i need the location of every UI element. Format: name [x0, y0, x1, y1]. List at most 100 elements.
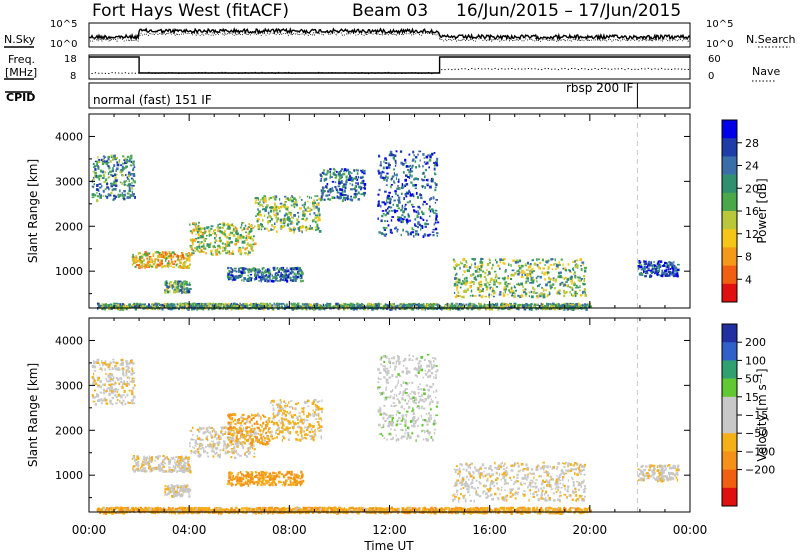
power-echo-cell — [166, 285, 168, 288]
power-echo-cell — [432, 231, 435, 233]
power-echo-cell — [677, 264, 680, 266]
power-echo-cell — [165, 258, 166, 260]
power-echo-cell — [415, 160, 417, 162]
power-echo-cell — [247, 242, 248, 245]
velocity-echo-cell — [131, 367, 133, 370]
power-echo-cell — [201, 228, 203, 230]
power-echo-cell — [436, 162, 438, 164]
power-echo-cell — [471, 264, 473, 267]
power-echo-cell — [343, 173, 346, 175]
power-echo-cell — [132, 185, 135, 187]
power-echo-cell — [481, 261, 484, 264]
velocity-echo-cell — [101, 402, 103, 404]
power-echo-cell — [493, 279, 496, 281]
power-echo-cell — [511, 287, 512, 290]
power-echo-cell — [458, 264, 461, 266]
velocity-echo-cell — [110, 402, 112, 405]
velocity-echo-cell — [97, 385, 100, 387]
power-echo-cell — [331, 176, 333, 178]
power-echo-cell — [581, 262, 584, 264]
power-echo-cell — [283, 222, 286, 224]
power-echo-cell — [240, 234, 242, 237]
power-echo-cell — [155, 303, 157, 305]
power-echo-cell — [165, 303, 167, 305]
power-echo-cell — [194, 250, 196, 252]
power-echo-cell — [309, 196, 310, 198]
power-echo-cell — [580, 265, 582, 267]
power-echo-cell — [353, 169, 355, 171]
power-echo-cell — [418, 303, 420, 305]
power-echo-cell — [306, 229, 307, 232]
power-echo-cell — [361, 186, 362, 189]
power-echo-cell — [415, 166, 417, 169]
velocity-echo-cell — [173, 465, 174, 468]
power-echo-cell — [378, 201, 380, 203]
power-echo-cell — [518, 283, 519, 285]
power-echo-cell — [558, 292, 560, 294]
power-echo-cell — [408, 213, 409, 215]
power-echo-cell — [435, 199, 438, 201]
power-echo-cell — [496, 261, 498, 264]
power-echo-cell — [211, 252, 212, 255]
power-echo-cell — [257, 220, 259, 223]
power-echo-cell — [661, 270, 663, 272]
power-echo-cell — [295, 203, 297, 205]
power-echo-cell — [316, 199, 318, 201]
power-echo-cell — [240, 227, 242, 229]
power-echo-cell — [126, 161, 128, 163]
velocity-echo-cell — [242, 446, 244, 449]
power-echo-cell — [390, 200, 392, 203]
power-echo-cell — [171, 261, 174, 264]
velocity-echo-cell — [187, 458, 189, 460]
power-echo-cell — [261, 278, 263, 281]
power-echo-cell — [275, 205, 276, 207]
power-echo-cell — [104, 171, 106, 173]
power-colorbar-cell — [722, 284, 737, 303]
velocity-echo-cell — [122, 394, 125, 396]
power-echo-cell — [185, 253, 186, 256]
power-echo-cell — [477, 265, 479, 267]
power-echo-cell — [222, 303, 224, 305]
power-echo-cell — [552, 258, 554, 260]
power-echo-cell — [103, 159, 104, 161]
velocity-echo-cell — [195, 445, 197, 447]
power-echo-cell — [474, 266, 476, 268]
power-echo-cell — [644, 271, 646, 273]
power-echo-cell — [97, 195, 99, 197]
power-echo-cell — [298, 230, 300, 232]
power-echo-cell — [413, 303, 416, 305]
power-echo-cell — [285, 198, 287, 200]
velocity-echo-cell — [108, 393, 110, 396]
noise-left-tick-bottom: 10^0 — [50, 39, 77, 50]
power-echo-cell — [358, 198, 361, 201]
power-echo-cell — [131, 178, 133, 180]
power-echo-cell — [259, 204, 261, 207]
power-echo-cell — [230, 241, 233, 244]
power-echo-cell — [321, 195, 324, 197]
power-echo-cell — [182, 254, 184, 257]
power-echo-cell — [573, 273, 575, 275]
power-echo-cell — [640, 274, 642, 276]
velocity-echo-cell — [168, 470, 170, 472]
power-echo-cell — [484, 276, 486, 278]
power-echo-cell — [316, 215, 319, 217]
power-echo-cell — [117, 164, 120, 167]
power-echo-cell — [563, 290, 565, 293]
power-echo-cell — [132, 169, 134, 171]
power-echo-cell — [129, 187, 131, 190]
power-echo-cell — [388, 206, 389, 208]
power-echo-cell — [227, 228, 230, 230]
power-echo-cell — [580, 258, 583, 261]
power-echo-cell — [585, 288, 587, 291]
power-echo-cell — [257, 224, 260, 227]
power-echo-cell — [262, 219, 263, 222]
power-echo-cell — [288, 228, 290, 230]
power-echo-cell — [99, 183, 102, 185]
power-echo-cell — [422, 165, 424, 167]
power-echo-cell — [488, 294, 490, 296]
power-echo-cell — [393, 169, 395, 171]
power-echo-cell — [284, 201, 285, 204]
velocity-echo-cell — [93, 373, 94, 375]
power-echo-cell — [521, 270, 523, 273]
power-echo-cell — [343, 194, 345, 196]
